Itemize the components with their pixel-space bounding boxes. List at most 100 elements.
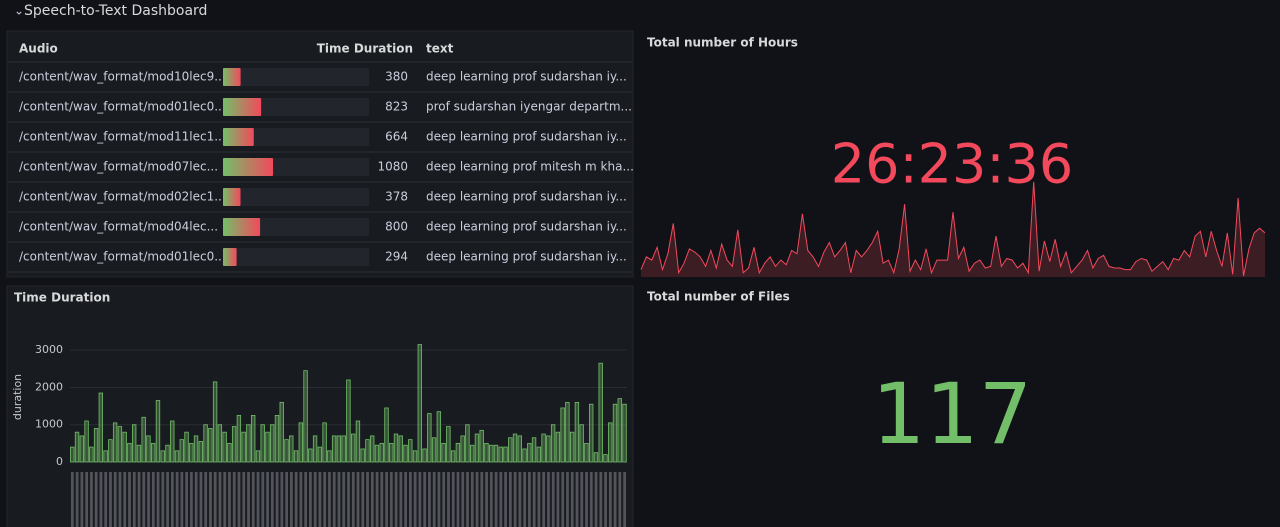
bar xyxy=(574,401,580,463)
x-tick-label xyxy=(280,472,284,527)
bar xyxy=(527,442,532,463)
bar xyxy=(422,448,427,463)
x-tick-label xyxy=(351,472,355,527)
y-tick-label: 2000 xyxy=(35,380,63,393)
x-tick-label xyxy=(599,472,603,527)
y-tick-label: 3000 xyxy=(35,343,63,356)
bar xyxy=(151,442,156,463)
bar xyxy=(546,435,551,463)
bar xyxy=(251,415,256,463)
x-tick-label xyxy=(370,472,374,527)
text-cell: deep learning prof sudarshan iy... xyxy=(426,70,627,84)
bar xyxy=(617,398,622,463)
bar xyxy=(593,452,599,463)
bar xyxy=(384,407,389,463)
x-tick-label xyxy=(228,472,231,527)
x-tick-label xyxy=(508,472,512,527)
x-tick-label xyxy=(223,472,227,527)
bar xyxy=(117,426,123,463)
bar xyxy=(103,450,108,463)
x-tick-label xyxy=(423,472,427,527)
bar xyxy=(141,416,146,463)
bar xyxy=(284,439,289,463)
y-tick-label: 1000 xyxy=(35,418,63,431)
x-tick-label xyxy=(170,472,174,527)
x-tick-label xyxy=(90,472,93,527)
x-tick-label xyxy=(194,472,198,527)
bar xyxy=(122,431,127,463)
bar xyxy=(541,433,546,463)
bar xyxy=(622,403,627,463)
bar xyxy=(146,435,151,463)
bar xyxy=(460,435,465,463)
bar xyxy=(517,435,522,463)
bar xyxy=(203,424,208,463)
stat-value: 117 xyxy=(872,365,1032,463)
dashboard-title[interactable]: Speech-to-Text Dashboard xyxy=(24,3,207,19)
x-tick-label xyxy=(94,472,98,527)
x-tick-label xyxy=(128,472,131,527)
text-cell: deep learning prof sudarshan iy... xyxy=(426,190,627,204)
x-tick-label xyxy=(361,472,365,527)
x-tick-label xyxy=(447,472,450,527)
x-tick-label xyxy=(608,472,612,527)
gauge-bar xyxy=(223,98,262,116)
bar xyxy=(484,442,489,463)
x-tick-label xyxy=(166,472,169,527)
column-header: Time Duration xyxy=(317,42,413,56)
x-tick-label xyxy=(504,472,507,527)
bar xyxy=(603,454,608,463)
bar xyxy=(608,422,613,463)
audio-cell: /content/wav_format/mod11lec1... xyxy=(19,130,226,144)
x-tick-label xyxy=(232,472,236,527)
x-tick-label xyxy=(542,472,546,527)
x-tick-label xyxy=(404,472,408,527)
x-tick-label xyxy=(142,472,146,527)
bar xyxy=(479,429,484,463)
x-tick-label xyxy=(218,472,222,527)
bar xyxy=(450,450,456,463)
bar xyxy=(398,435,403,463)
bar xyxy=(403,444,408,463)
x-tick-label xyxy=(199,472,203,527)
collapse-icon[interactable]: ⌄ xyxy=(14,4,24,18)
bar xyxy=(560,407,565,463)
bar xyxy=(265,431,270,463)
bar xyxy=(584,442,589,463)
audio-cell: /content/wav_format/mod10lec9... xyxy=(19,70,226,84)
bar xyxy=(170,420,175,463)
x-tick-label xyxy=(418,472,422,527)
bar xyxy=(222,431,227,463)
x-tick-label xyxy=(518,472,522,527)
x-tick-label xyxy=(347,472,350,527)
bar xyxy=(536,446,542,463)
bar xyxy=(531,437,537,463)
text-cell: deep learning prof sudarshan iy... xyxy=(426,130,627,144)
gauge-bar xyxy=(223,218,261,236)
x-tick-label xyxy=(80,472,84,527)
bar xyxy=(512,433,518,463)
x-tick-label xyxy=(118,472,122,527)
x-tick-label xyxy=(123,472,127,527)
bar xyxy=(165,444,170,463)
bar xyxy=(160,450,165,463)
x-tick-label xyxy=(451,472,455,527)
bar xyxy=(212,381,218,463)
bar xyxy=(184,431,189,463)
panel-title: Total number of Hours xyxy=(647,36,798,50)
bar xyxy=(198,441,203,463)
x-tick-label xyxy=(580,472,584,527)
x-tick-label xyxy=(209,472,212,527)
bar xyxy=(441,442,446,463)
x-tick-label xyxy=(185,472,189,527)
bar xyxy=(312,435,318,463)
bar xyxy=(93,428,99,463)
duration-cell: 664 xyxy=(385,130,408,144)
gauge-track xyxy=(223,248,369,266)
bar xyxy=(108,439,113,463)
x-tick-label xyxy=(461,472,465,527)
x-tick-label xyxy=(561,472,565,527)
x-tick-label xyxy=(470,472,474,527)
x-tick-label xyxy=(332,472,336,527)
